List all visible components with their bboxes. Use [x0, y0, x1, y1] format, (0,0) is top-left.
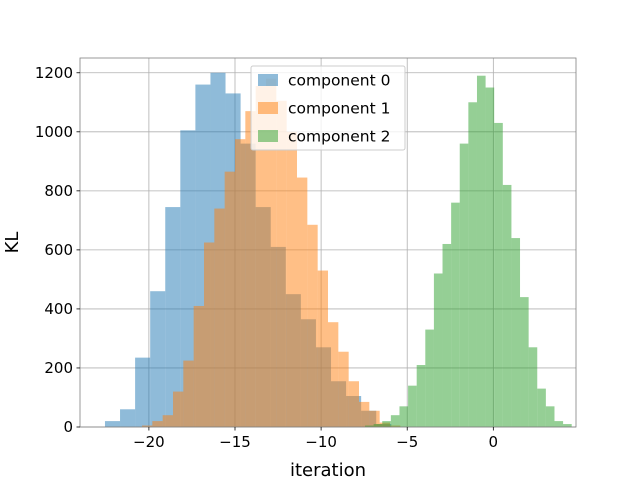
histogram-bar [476, 75, 486, 427]
histogram-bar [425, 329, 434, 427]
legend-swatch [258, 102, 278, 114]
histogram-bar [382, 421, 391, 427]
histogram-bar [276, 100, 287, 427]
histogram-bar [255, 86, 266, 427]
legend: component 0 component 1 component 2 [250, 65, 406, 151]
histogram-bar [459, 143, 469, 427]
histogram-bar [494, 122, 503, 427]
histogram-bar [193, 305, 204, 427]
histogram-bar [365, 425, 374, 427]
histogram-bar [104, 421, 121, 427]
histogram-bar [359, 401, 370, 427]
plot-frame [79, 57, 577, 428]
histogram-bar [433, 273, 443, 427]
series-2-bars [365, 75, 572, 428]
histogram-bar [563, 424, 572, 427]
legend-label: component 0 [288, 72, 390, 90]
histogram-bar [297, 177, 308, 427]
histogram-bar [442, 243, 452, 427]
histogram-bar [520, 297, 529, 427]
histogram-bar [468, 102, 477, 427]
legend-swatch [258, 130, 278, 142]
histogram-bar [120, 409, 136, 427]
series-1-bars [142, 78, 401, 428]
axis-ticks: −20 −15 −10 −5 0 0 200 400 600 800 1000 1200 [35, 64, 498, 451]
histogram-bar [183, 360, 194, 427]
histogram-bar [545, 406, 555, 427]
y-tick-label: 1000 [35, 123, 73, 141]
legend-label: component 2 [288, 128, 390, 146]
histogram-bar [135, 357, 151, 427]
histogram-bar [348, 381, 359, 427]
histogram-bar [173, 391, 184, 427]
histogram-bar [266, 78, 277, 427]
histogram-bar [369, 410, 380, 427]
x-tick-label: 0 [489, 433, 499, 451]
legend-label: component 1 [288, 100, 390, 118]
histogram-bar [328, 322, 339, 427]
histogram-bar [307, 224, 318, 427]
histogram-bar [399, 406, 409, 427]
histogram-bar [502, 184, 512, 427]
y-tick-label: 200 [44, 359, 73, 377]
histogram-bar [537, 388, 546, 427]
histogram-bar [204, 242, 215, 427]
histogram-bars [104, 72, 572, 428]
histogram-bar [214, 208, 225, 427]
histogram-bar [338, 351, 349, 427]
y-tick-label: 400 [44, 300, 73, 318]
histogram-bar [224, 171, 235, 427]
histogram-bar [286, 131, 297, 428]
x-axis-label: iteration [290, 460, 366, 480]
x-tick-label: −10 [305, 433, 337, 451]
histogram-bar [142, 425, 153, 427]
x-tick-label: −5 [396, 433, 418, 451]
histogram-bar [528, 347, 538, 427]
histogram-bar [180, 130, 196, 427]
histogram-bar [162, 415, 173, 427]
histogram-bar [485, 87, 495, 428]
histogram-bar [235, 139, 246, 427]
histogram-bar [245, 111, 256, 428]
histogram-bar [416, 365, 426, 427]
histogram-bar [451, 202, 460, 427]
y-axis-label: KL [2, 232, 23, 254]
histogram-bar [554, 421, 564, 427]
y-tick-label: 600 [44, 241, 73, 259]
y-tick-label: 800 [44, 182, 73, 200]
y-tick-label: 0 [63, 418, 73, 436]
legend-swatch [258, 74, 278, 86]
histogram-bar [511, 238, 521, 427]
y-tick-label: 1200 [35, 64, 73, 82]
histogram-bar [152, 421, 163, 427]
legend-box [250, 65, 406, 151]
histogram-bar [408, 385, 417, 427]
histogram-bar [165, 207, 181, 427]
x-tick-label: −15 [219, 433, 251, 451]
histogram-bar [150, 291, 166, 427]
histogram-bar [373, 424, 383, 427]
x-tick-label: −20 [133, 433, 165, 451]
histogram-bar [390, 415, 400, 427]
histogram-bar [317, 270, 328, 427]
